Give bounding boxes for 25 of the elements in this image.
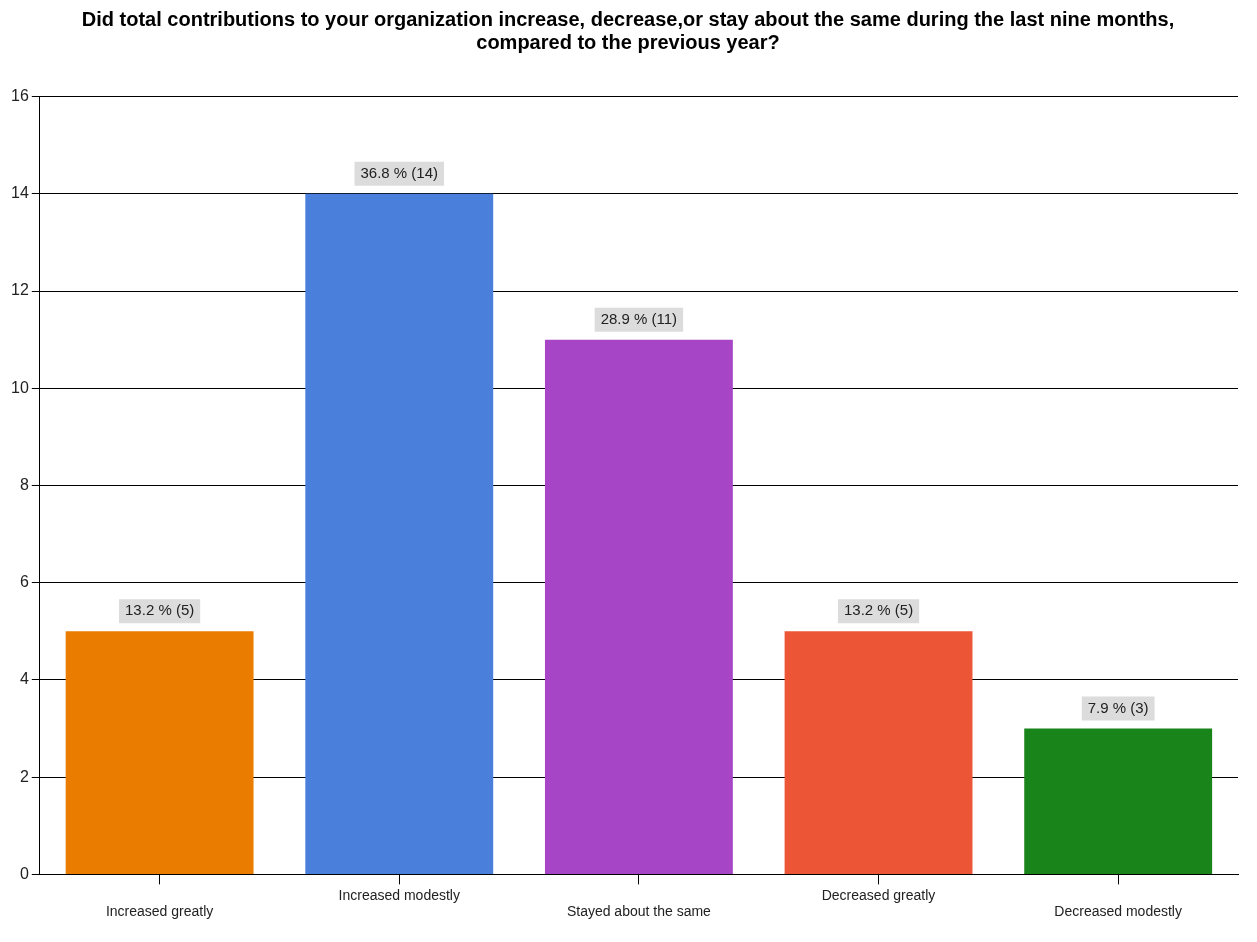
y-tick-label: 0 bbox=[19, 864, 29, 882]
data-label: 7.9 % (3) bbox=[1087, 698, 1149, 716]
data-label: 13.2 % (5) bbox=[125, 601, 195, 619]
y-tick-label: 10 bbox=[11, 378, 29, 396]
data-label: 36.8 % (14) bbox=[360, 163, 439, 181]
bar bbox=[305, 193, 494, 874]
y-tick-label: 6 bbox=[19, 573, 29, 591]
bar bbox=[1024, 728, 1213, 874]
y-tick-label: 16 bbox=[11, 87, 29, 105]
y-tick-label: 14 bbox=[11, 184, 29, 202]
x-tick-label: Increased greatly bbox=[105, 903, 214, 920]
bar bbox=[544, 339, 733, 874]
data-label: 28.9 % (11) bbox=[600, 309, 678, 327]
x-tick-label: Stayed about the same bbox=[566, 903, 712, 920]
x-tick-label: Increased modestly bbox=[338, 886, 460, 903]
y-tick-label: 8 bbox=[19, 475, 29, 493]
bar bbox=[784, 631, 973, 874]
x-tick-label: Decreased greatly bbox=[821, 886, 936, 903]
y-tick-label: 2 bbox=[19, 767, 29, 785]
y-tick-label: 4 bbox=[19, 670, 29, 688]
x-tick-label: Decreased modestly bbox=[1054, 903, 1182, 920]
bar bbox=[65, 631, 254, 874]
chart-title: Did total contributions to your organization increase, decrease,or stay about the same during the last nine months, compared to the previous year? bbox=[80, 8, 1176, 54]
y-tick-label: 12 bbox=[11, 281, 29, 299]
data-label: 13.2 % (5) bbox=[843, 601, 914, 619]
